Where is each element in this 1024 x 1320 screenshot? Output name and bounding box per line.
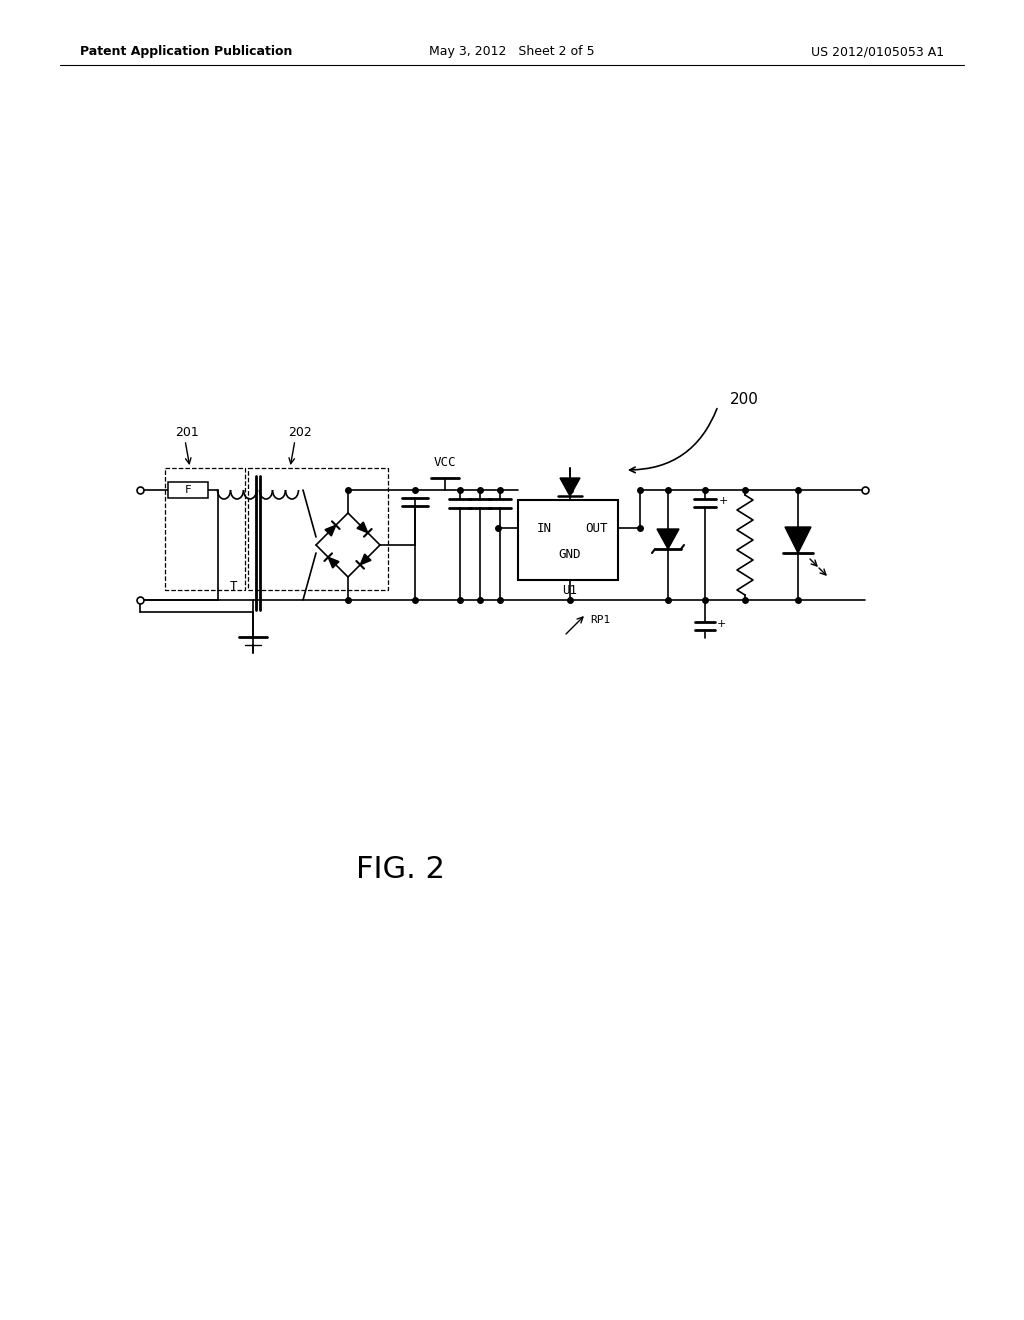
Polygon shape bbox=[328, 557, 339, 568]
Text: T: T bbox=[230, 579, 238, 593]
Polygon shape bbox=[360, 554, 371, 565]
Text: VCC: VCC bbox=[434, 455, 457, 469]
Polygon shape bbox=[785, 527, 811, 553]
Polygon shape bbox=[325, 525, 336, 536]
Text: Patent Application Publication: Patent Application Publication bbox=[80, 45, 293, 58]
Text: F: F bbox=[184, 484, 191, 495]
Bar bbox=[168, 482, 208, 498]
Text: RP1: RP1 bbox=[590, 615, 610, 624]
Bar bbox=[248, 469, 388, 590]
Bar bbox=[518, 500, 618, 579]
Text: 202: 202 bbox=[288, 426, 311, 440]
Text: US 2012/0105053 A1: US 2012/0105053 A1 bbox=[811, 45, 944, 58]
Text: GND: GND bbox=[559, 548, 582, 561]
Text: OUT: OUT bbox=[585, 521, 607, 535]
Text: +: + bbox=[719, 496, 728, 506]
Text: FIG. 2: FIG. 2 bbox=[355, 855, 444, 884]
Text: U1: U1 bbox=[562, 583, 578, 597]
Text: 201: 201 bbox=[175, 426, 199, 440]
Bar bbox=[165, 469, 245, 590]
Polygon shape bbox=[357, 521, 368, 533]
Polygon shape bbox=[657, 529, 679, 549]
Polygon shape bbox=[560, 478, 580, 496]
Text: May 3, 2012   Sheet 2 of 5: May 3, 2012 Sheet 2 of 5 bbox=[429, 45, 595, 58]
Text: +: + bbox=[717, 619, 726, 630]
Text: 200: 200 bbox=[730, 392, 759, 408]
Text: IN: IN bbox=[537, 521, 552, 535]
